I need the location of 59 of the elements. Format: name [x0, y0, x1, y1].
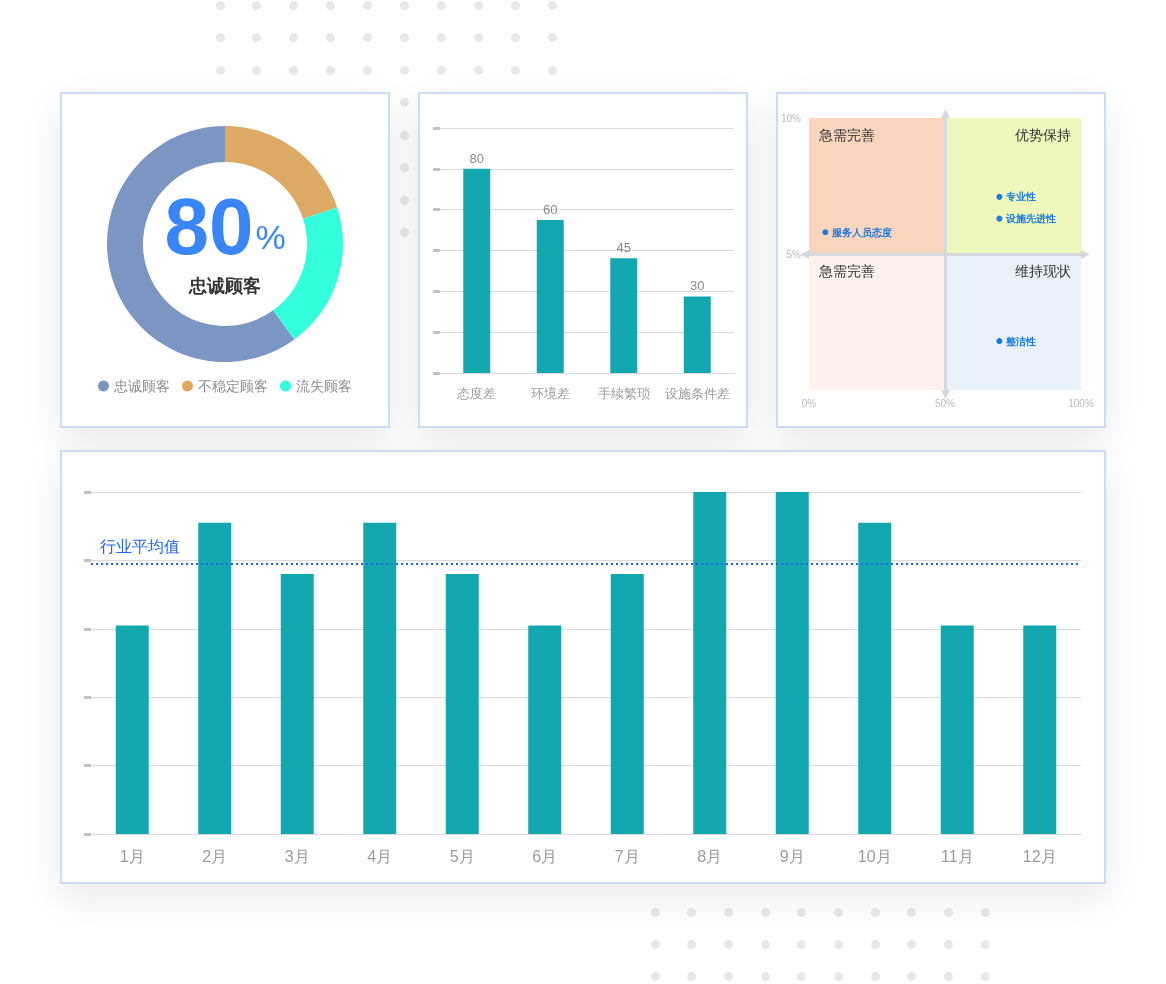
point — [996, 338, 1003, 345]
bar — [775, 492, 809, 834]
bar — [463, 168, 491, 373]
x-tick-label: 50% — [934, 397, 956, 409]
data-label: 急需完善 — [818, 263, 875, 279]
point — [996, 215, 1003, 222]
bar — [198, 522, 232, 834]
x-tick-label: 手续繁琐 — [597, 386, 650, 401]
data-label: 60 — [543, 201, 558, 217]
legend-label: 忠诚顾客 — [113, 378, 170, 394]
bar — [610, 574, 644, 834]
x-tick-label: 9月 — [779, 847, 805, 865]
x-tick-label: 7月 — [614, 847, 640, 865]
bar — [683, 296, 711, 373]
bar — [610, 258, 638, 373]
x-tick-label: 3月 — [284, 847, 310, 865]
legend-label: 不稳定顾客 — [198, 378, 268, 394]
data-label: 专业性 — [1005, 191, 1037, 203]
data-label: 80 — [469, 150, 484, 166]
x-tick-label: 11月 — [940, 847, 974, 865]
x-tick-label: 设施条件差 — [664, 386, 730, 401]
text: 忠诚顾客 — [188, 276, 261, 296]
data-label: 设施先进性 — [1005, 213, 1057, 225]
bar — [693, 492, 727, 834]
y-tick-label: 10% — [780, 112, 802, 124]
x-tick-label: 6月 — [532, 847, 558, 865]
bar — [528, 625, 562, 834]
y-tick-label: 5% — [786, 248, 802, 260]
bar — [940, 625, 974, 834]
legend-label: 流失顾客 — [296, 378, 352, 394]
data-label: 整洁性 — [1005, 335, 1037, 347]
ref-line-label: 行业平均值 — [100, 538, 180, 556]
bar — [536, 219, 564, 373]
data-label: 30 — [690, 278, 705, 294]
x-tick-label: 5月 — [449, 847, 475, 865]
x-tick-label: 12月 — [1022, 847, 1057, 865]
bar — [1023, 625, 1057, 834]
x-tick-label: 环境差 — [530, 386, 570, 401]
point — [996, 193, 1003, 200]
x-tick-label: 100% — [1068, 397, 1094, 409]
bar — [115, 625, 149, 834]
data-label: 急需完善 — [818, 127, 875, 143]
text: 80% — [164, 181, 286, 271]
x-tick-label: 4月 — [367, 847, 393, 865]
point — [822, 229, 829, 236]
x-tick-label: 1月 — [119, 847, 145, 865]
x-tick-label: 0% — [801, 397, 817, 409]
bar — [445, 574, 479, 834]
data-label: 维持现状 — [1015, 263, 1071, 279]
bar — [858, 522, 892, 834]
x-tick-label: 8月 — [697, 847, 723, 865]
data-label: 45 — [616, 240, 631, 256]
x-tick-label: 2月 — [202, 847, 228, 865]
data-label: 优势保持 — [1015, 127, 1071, 143]
data-label: 服务人员态度 — [831, 226, 893, 238]
x-tick-label: 态度差 — [456, 386, 497, 401]
x-tick-label: 10月 — [857, 847, 892, 865]
bar — [363, 522, 397, 834]
bar — [280, 574, 314, 834]
